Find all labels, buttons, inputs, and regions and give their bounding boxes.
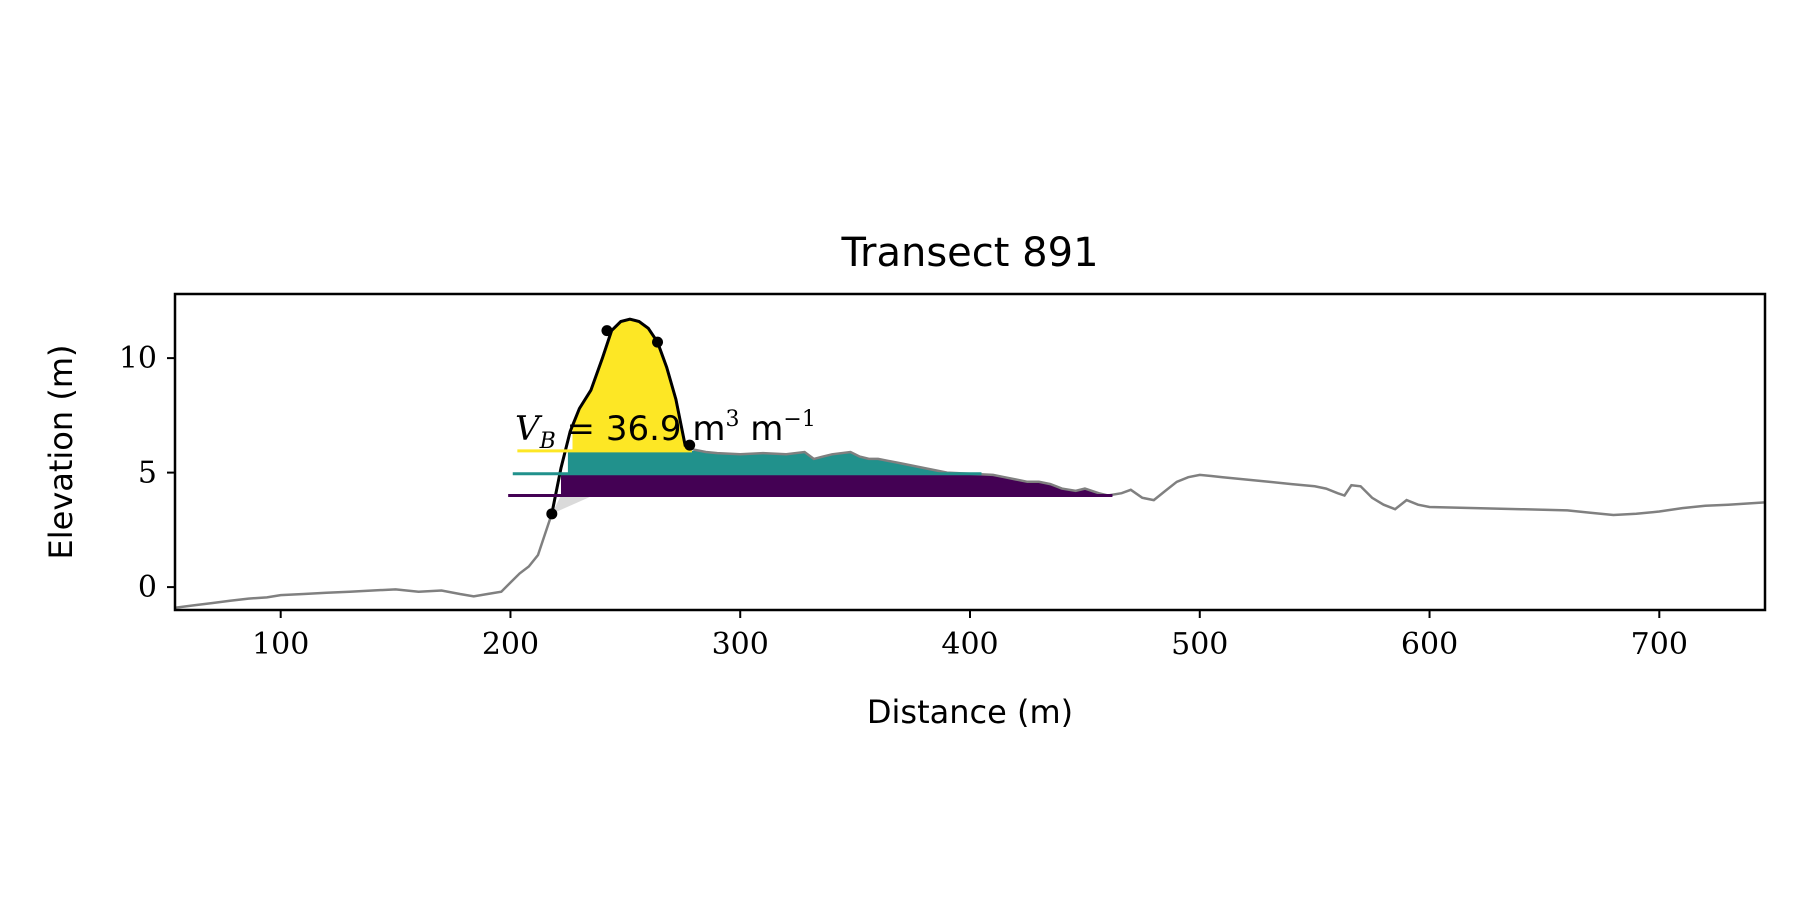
anno-equals: =	[556, 409, 606, 449]
level-lines	[508, 449, 1113, 498]
x-tick-label: 600	[1401, 627, 1458, 662]
profile-line	[175, 317, 1765, 609]
chart-title: Transect 891	[840, 230, 1098, 276]
x-tick-label: 200	[482, 627, 539, 662]
anno-value: 36.9	[606, 409, 682, 449]
dune-point-3	[652, 336, 664, 348]
volume-bands	[561, 319, 1113, 496]
anno-subscript: B	[539, 429, 556, 454]
dune-point-1	[546, 508, 558, 520]
x-tick-label: 400	[941, 627, 998, 662]
anno-unit-per: m	[739, 409, 783, 449]
anno-unit-per-exp: −1	[783, 407, 815, 432]
band-top	[572, 319, 692, 451]
plot-area	[175, 317, 1765, 609]
x-tick-label: 100	[252, 627, 309, 662]
dune-points	[546, 325, 696, 520]
anno-unit-m-exp: 3	[725, 407, 739, 432]
x-tick-label: 700	[1631, 627, 1688, 662]
x-tick-label: 300	[712, 627, 769, 662]
plot-frame	[173, 292, 1767, 612]
toe-hatch-area	[551, 495, 594, 514]
dune-point-4	[684, 439, 696, 451]
anno-unit-m: m	[682, 409, 726, 449]
band-low	[561, 473, 1113, 496]
dune-point-2	[601, 325, 613, 337]
y-axis-label: Elevation (m)	[42, 345, 80, 560]
band-mid	[567, 450, 1016, 474]
x-axis: 100 200 300 400 500 600 700	[252, 610, 1688, 662]
x-axis-label: Distance (m)	[867, 693, 1073, 731]
x-tick-label: 500	[1171, 627, 1228, 662]
dune-line	[550, 317, 690, 515]
volume-annotation: VB = 36.9 m3 m−1	[515, 407, 816, 454]
y-tick-label: 5	[138, 456, 157, 491]
y-tick-label: 0	[138, 570, 157, 605]
y-axis: 0 5 10	[119, 341, 175, 605]
y-tick-label: 10	[119, 341, 157, 376]
anno-prefix: V	[515, 409, 543, 449]
